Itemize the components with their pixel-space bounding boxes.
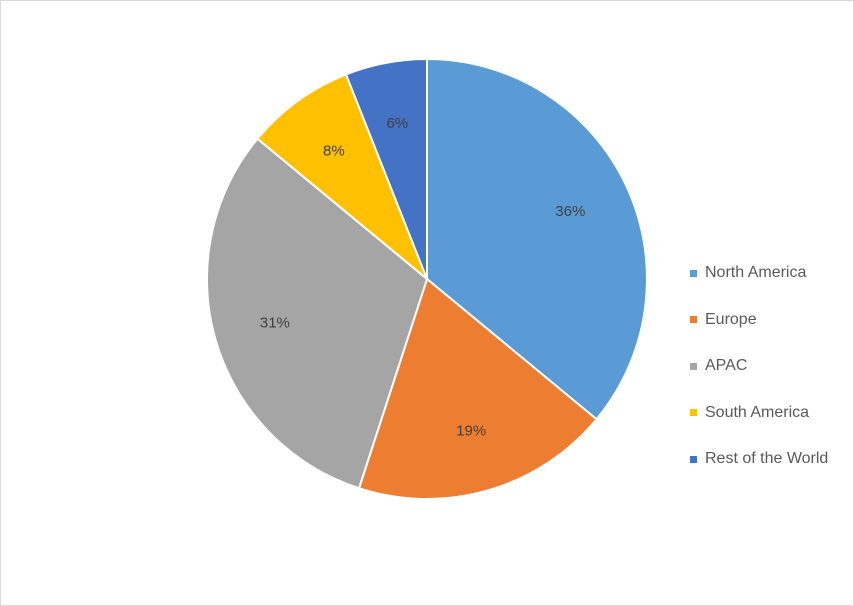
- legend-label: Rest of the World: [705, 450, 829, 467]
- legend-label: North America: [705, 264, 807, 281]
- legend-swatch: [690, 269, 697, 277]
- legend-item-europe: Europe: [690, 309, 850, 331]
- pie-slice-europe: [357, 277, 598, 500]
- data-label-north-america: 36%: [555, 203, 585, 220]
- data-label-apac: 31%: [260, 315, 290, 332]
- data-label-south-america: 8%: [323, 142, 345, 159]
- data-label-rest-of-the-world: 6%: [386, 115, 408, 132]
- legend-swatch: [690, 316, 697, 323]
- legend-swatch: [690, 409, 697, 416]
- legend-item-north-america: North America: [690, 262, 850, 284]
- pie-data-labels: 36% 19% 31% 8% 6%: [260, 115, 585, 440]
- pie-slice-apac: [206, 137, 429, 490]
- pie-slice-south-america: [256, 73, 428, 280]
- pie-slices: [206, 57, 648, 500]
- legend-label: APAC: [705, 357, 748, 374]
- chart-legend: North America Europe APAC South America Rest…: [690, 262, 850, 495]
- legend-item-rest-of-the-world: Rest of the World: [690, 448, 850, 470]
- legend-swatch: [690, 455, 697, 463]
- pie-slice-north-america: [426, 57, 648, 421]
- legend-swatch: [690, 362, 697, 370]
- legend-label: South America: [705, 403, 810, 421]
- legend-item-south-america: South America: [690, 402, 850, 424]
- legend-label: Europe: [705, 310, 757, 328]
- legend-item-apac: APAC: [690, 355, 850, 377]
- pie-slice-rest-of-the-world: [344, 57, 428, 280]
- data-label-europe: 19%: [456, 423, 486, 440]
